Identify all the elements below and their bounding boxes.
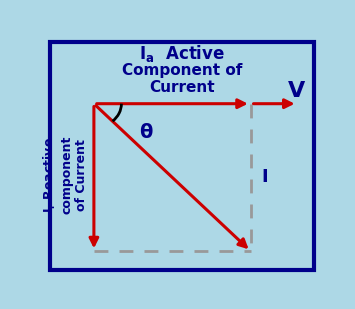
Text: $\mathbf{\theta}$: $\mathbf{\theta}$ — [139, 123, 153, 142]
Text: $\mathbf{V}$: $\mathbf{V}$ — [286, 81, 306, 101]
Text: $\mathbf{I_r}$ Reactive
component
of Current: $\mathbf{I_r}$ Reactive component of Cur… — [42, 136, 88, 214]
Text: $\mathbf{I_a}$  Active: $\mathbf{I_a}$ Active — [139, 43, 225, 64]
Text: Current: Current — [149, 79, 215, 95]
Text: $\mathbf{I}$: $\mathbf{I}$ — [261, 168, 268, 186]
Text: Component of: Component of — [122, 63, 242, 78]
